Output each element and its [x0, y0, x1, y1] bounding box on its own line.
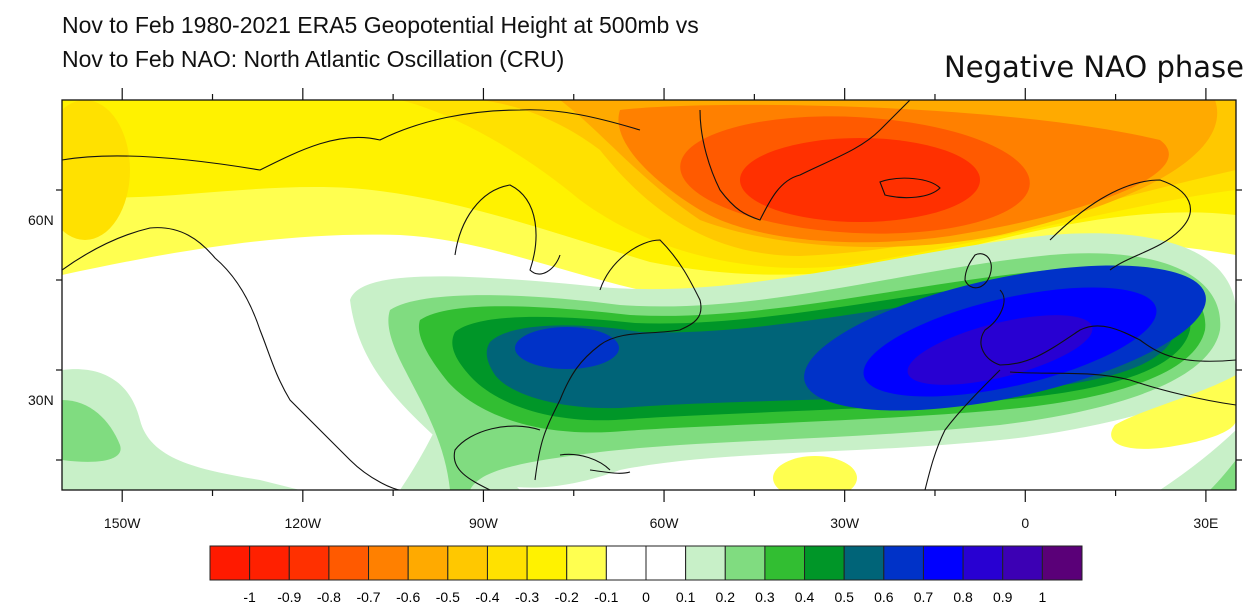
lon-label: 90W: [469, 515, 498, 531]
map-frame: [61, 99, 1237, 491]
colorbar-label: -0.5: [435, 589, 460, 605]
colorbar-box: [922, 545, 964, 581]
colorbar-box: [685, 545, 726, 581]
contour-pos-0.1-west: [62, 369, 300, 490]
colorbar-box: [566, 545, 607, 581]
coastline-north-america-west: [62, 227, 401, 490]
colorbar-label: -0.6: [396, 589, 421, 605]
colorbar-box: [328, 545, 370, 581]
contour-neg-east: [1111, 375, 1236, 449]
colorbar-label: 0.5: [834, 589, 854, 605]
colorbar-label: -0.8: [316, 589, 341, 605]
colorbar-box: [526, 545, 568, 581]
colorbar: [209, 545, 1083, 581]
colorbar-box: [249, 545, 290, 581]
coastline-greenland: [699, 100, 911, 221]
colorbar-box: [724, 545, 766, 581]
coastlines: [62, 100, 1236, 490]
title-line-1: Nov to Feb 1980-2021 ERA5 Geopotential H…: [62, 12, 699, 38]
coastline-europe-west: [980, 289, 1236, 366]
colorbar-label: 0.8: [953, 589, 973, 605]
contour-fills: [62, 100, 1236, 490]
colorbar-label: -0.4: [475, 589, 500, 605]
lon-label: 30W: [830, 515, 860, 531]
colorbar-box: [804, 545, 845, 581]
coastline-north-america-east: [534, 329, 681, 481]
coastline-caribbean: [559, 453, 631, 474]
contour-neg-0.8: [740, 138, 980, 222]
lon-label: 120W: [284, 515, 322, 531]
colorbar-box: [288, 545, 330, 581]
colorbar-box: [605, 545, 647, 581]
lon-label: 30E: [1193, 515, 1219, 531]
colorbar-label: -1: [243, 589, 256, 605]
contour-pos-0.8: [907, 315, 1093, 385]
coastline-arctic-canada: [62, 109, 641, 171]
coastline-mediterranean-south: [1009, 371, 1236, 406]
colorbar-box: [486, 545, 528, 581]
colorbar-label: -0.3: [515, 589, 540, 605]
coastline-gulf-of-mexico: [453, 425, 541, 490]
title-line-2: Nov to Feb NAO: North Atlantic Oscillati…: [62, 46, 565, 72]
colorbar-label: 0.6: [874, 589, 894, 605]
colorbar-box: [1041, 545, 1083, 581]
contour-neg-0.3-west: [62, 100, 130, 240]
coastline-africa-north: [924, 369, 1001, 490]
colorbar-box: [764, 545, 806, 581]
coastline-iceland: [879, 177, 941, 199]
colorbar-box: [407, 545, 449, 581]
colorbar-box: [962, 545, 1004, 581]
contour-pos-0.2-west: [62, 400, 121, 462]
colorbar-box: [447, 545, 488, 581]
contour-pos-0.1-east: [1160, 430, 1236, 490]
colorbar-box: [209, 545, 251, 581]
colorbar-label: -0.2: [554, 589, 579, 605]
colorbar-label: 0.1: [675, 589, 696, 605]
colorbar-box: [645, 545, 687, 581]
colorbar-label: 0.9: [992, 589, 1013, 605]
coastline-scandinavia: [1049, 179, 1191, 271]
coastline-hudson-bay: [454, 184, 561, 275]
colorbar-box: [368, 545, 409, 581]
colorbar-label: 0.3: [755, 589, 775, 605]
colorbar-label: -0.7: [356, 589, 381, 605]
lon-label: 0: [1021, 515, 1030, 531]
contour-neg-subtropical: [773, 456, 857, 490]
colorbar-label: 0: [642, 589, 650, 605]
colorbar-box: [883, 545, 924, 581]
contour-pos-0.2-east: [1210, 460, 1236, 490]
colorbar-label: -0.1: [594, 589, 619, 605]
colorbar-label: 0.4: [794, 589, 815, 605]
lon-label: 150W: [103, 515, 141, 531]
lon-label: 60W: [649, 515, 679, 531]
phase-annotation: Negative NAO phase: [944, 50, 1244, 84]
colorbar-box: [843, 545, 885, 581]
colorbar-label: 1: [1038, 589, 1047, 605]
contour-pos-0.6-west: [515, 327, 619, 369]
coastline-british-isles: [964, 253, 992, 289]
colorbar-label: 0.7: [913, 589, 934, 605]
colorbar-label: 0.2: [715, 589, 735, 605]
axis-ticks: [56, 88, 1242, 502]
colorbar-label: -0.9: [277, 589, 302, 605]
coastline-labrador: [599, 239, 702, 331]
lat-label: 60N: [28, 212, 54, 228]
colorbar-box: [1002, 545, 1043, 581]
lat-label: 30N: [28, 392, 54, 408]
